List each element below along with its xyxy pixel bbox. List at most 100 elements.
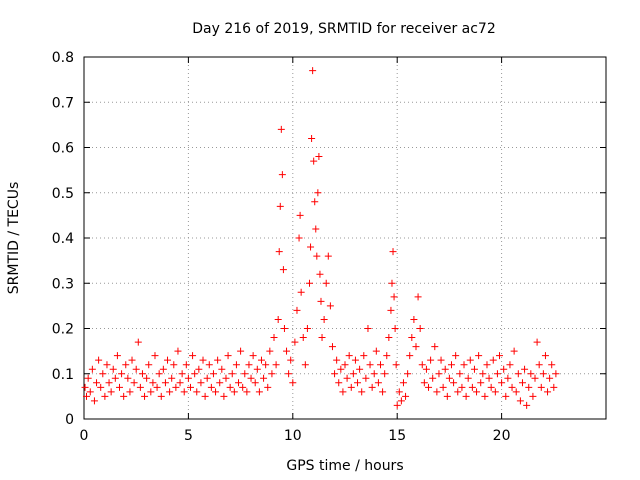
data-point <box>295 234 303 242</box>
data-point <box>95 356 103 364</box>
data-point <box>533 338 541 346</box>
data-point <box>311 198 319 206</box>
data-point <box>103 361 111 369</box>
data-point <box>287 356 295 364</box>
data-point <box>418 361 426 369</box>
data-point <box>502 392 510 400</box>
data-point <box>347 383 355 391</box>
data-point <box>470 365 478 373</box>
data-point <box>514 370 522 378</box>
x-tick-label: 20 <box>493 428 511 444</box>
data-point <box>337 365 345 373</box>
data-point <box>539 370 547 378</box>
axis-ticks: 0 5 10 15 20 0 0.1 0.2 0.3 0.4 0.5 0.6 0.7 0.8 <box>52 50 606 444</box>
data-point <box>391 325 399 332</box>
data-point <box>81 383 89 391</box>
data-point <box>439 383 447 391</box>
data-point <box>523 401 531 409</box>
data-point <box>118 370 126 378</box>
data-point <box>222 374 230 382</box>
data-point <box>483 361 491 369</box>
data-point <box>390 293 398 301</box>
data-point <box>370 370 378 378</box>
x-tick-label: 5 <box>184 428 193 444</box>
y-tick-label: 0.7 <box>52 95 74 111</box>
data-point <box>508 383 516 391</box>
data-point <box>168 374 176 382</box>
data-point <box>333 356 341 364</box>
data-point <box>496 352 504 360</box>
data-point <box>326 302 334 310</box>
data-point <box>88 365 96 373</box>
data-point <box>527 370 535 378</box>
data-point <box>388 279 396 287</box>
data-point <box>155 370 163 378</box>
data-point <box>109 365 117 373</box>
y-tick-label: 0.5 <box>52 186 74 202</box>
data-point <box>425 383 433 391</box>
data-point <box>443 392 451 400</box>
data-point <box>138 370 146 378</box>
data-point <box>316 270 324 278</box>
data-point <box>153 383 161 391</box>
data-point <box>416 325 424 332</box>
data-point <box>143 374 151 382</box>
y-tick-label: 0.1 <box>52 367 74 383</box>
data-point <box>481 392 489 400</box>
data-point <box>410 315 418 323</box>
data-point <box>201 392 209 400</box>
data-point <box>506 361 514 369</box>
data-point <box>289 379 297 387</box>
data-point <box>274 315 282 323</box>
data-point <box>374 379 382 387</box>
data-point <box>226 383 234 391</box>
data-point <box>320 315 328 323</box>
data-point <box>241 370 249 378</box>
data-point <box>230 388 238 396</box>
data-point <box>445 374 453 382</box>
data-point <box>124 374 132 382</box>
grid-lines <box>84 57 606 419</box>
data-point <box>299 334 307 342</box>
y-tick-label: 0.3 <box>52 276 74 292</box>
data-point <box>268 370 276 378</box>
data-point <box>189 352 197 360</box>
y-tick-label: 0 <box>65 412 74 428</box>
x-tick-label: 10 <box>284 428 302 444</box>
data-point <box>115 383 123 391</box>
data-point <box>237 347 245 355</box>
data-point <box>529 392 537 400</box>
data-point <box>182 361 190 369</box>
data-point <box>99 370 107 378</box>
data-point <box>322 279 330 287</box>
data-point <box>479 370 487 378</box>
data-point <box>433 388 441 396</box>
data-point <box>399 379 407 387</box>
data-point <box>356 365 364 373</box>
data-point <box>147 388 155 396</box>
data-point <box>525 383 533 391</box>
data-point <box>328 343 336 351</box>
data-point <box>368 383 376 391</box>
data-point <box>172 383 180 391</box>
data-point <box>349 370 357 378</box>
data-point <box>512 388 520 396</box>
data-point <box>312 225 320 233</box>
x-tick-label: 0 <box>80 428 89 444</box>
data-point <box>385 334 393 342</box>
data-point <box>314 189 322 197</box>
data-point <box>408 334 416 342</box>
data-point <box>262 361 270 369</box>
data-point <box>339 388 347 396</box>
data-point <box>477 379 485 387</box>
data-point <box>310 157 318 165</box>
data-point <box>216 379 224 387</box>
data-point <box>283 347 291 355</box>
data-point <box>485 374 493 382</box>
data-point <box>107 388 115 396</box>
data-point <box>324 252 332 260</box>
data-point <box>247 374 255 382</box>
data-point <box>431 343 439 351</box>
data-point <box>235 379 243 387</box>
data-point <box>422 365 430 373</box>
